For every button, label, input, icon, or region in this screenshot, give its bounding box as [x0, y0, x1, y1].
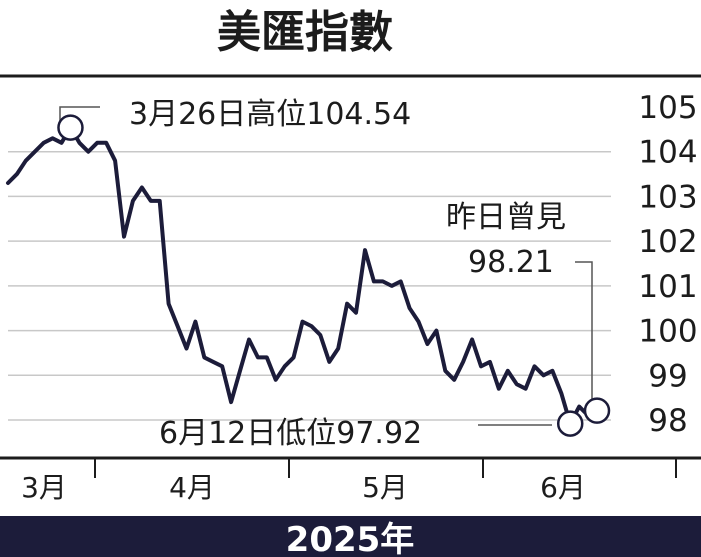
- footer-band: [0, 516, 701, 557]
- chart-title: 美匯指數: [217, 7, 393, 58]
- y-axis-ticks: 105 104 103 102 101 100 99 98: [638, 90, 697, 439]
- y-tick-label: 98: [648, 403, 687, 439]
- x-tick-label: 5月: [362, 471, 408, 504]
- low-annotation: 6月12日低位97.92: [159, 416, 422, 451]
- gridlines: [8, 150, 611, 421]
- series-line: [6, 125, 599, 426]
- high-marker: [57, 114, 84, 141]
- high-annotation: 3月26日高位104.54: [129, 97, 411, 132]
- y-tick-label: 102: [638, 224, 697, 260]
- latest-leader-line: [575, 261, 593, 400]
- y-tick-label: 101: [638, 269, 697, 305]
- latest-annotation-label: 昨日曾見: [446, 200, 566, 235]
- low-marker: [556, 410, 584, 437]
- month-separators: [94, 458, 677, 478]
- y-tick-label: 99: [648, 358, 687, 394]
- latest-annotation-value: 98.21: [468, 245, 554, 280]
- x-tick-label: 3月: [21, 471, 67, 504]
- footer-year: 2025年: [286, 520, 415, 557]
- x-tick-label: 4月: [169, 471, 215, 504]
- y-tick-label: 103: [638, 179, 697, 215]
- latest-marker: [583, 397, 611, 424]
- y-tick-label: 104: [638, 135, 697, 171]
- y-tick-label: 100: [638, 314, 697, 350]
- x-tick-label: 6月: [540, 471, 586, 504]
- y-tick-label: 105: [638, 90, 697, 126]
